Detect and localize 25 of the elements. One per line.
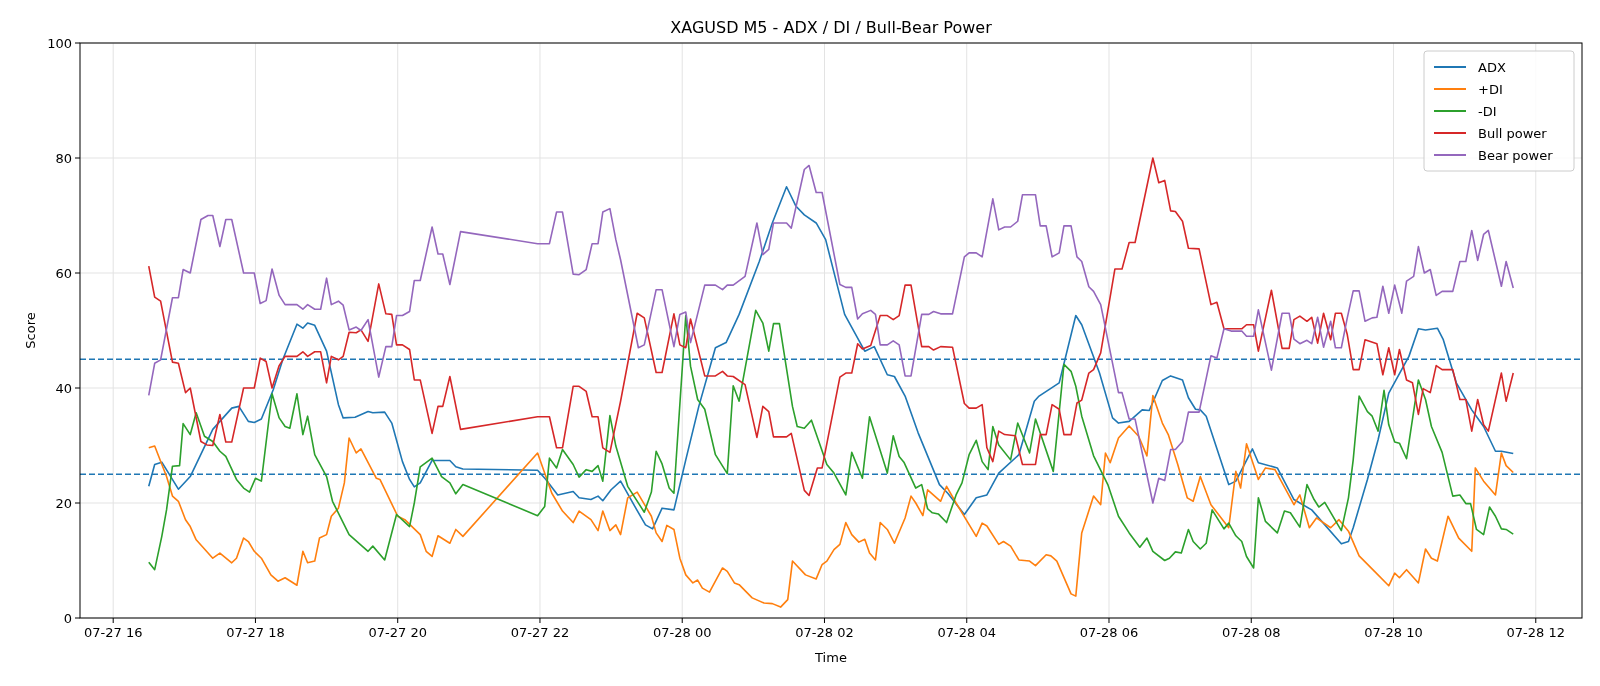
y-tick-label: 0 (63, 610, 72, 626)
y-axis-title: Score (23, 312, 38, 349)
x-tick-label: 07-28 02 (795, 625, 854, 640)
x-tick-label: 07-27 22 (510, 625, 570, 640)
x-tick-label: 07-28 12 (1506, 625, 1565, 640)
x-tick-label: 07-27 20 (368, 625, 427, 640)
x-tick-label: 07-27 16 (83, 625, 143, 640)
legend-label: +DI (1478, 81, 1503, 97)
y-tick-label: 40 (55, 380, 72, 396)
legend-label: ADX (1478, 59, 1506, 75)
x-tick-label: 07-28 10 (1364, 625, 1423, 640)
x-tick-label: 07-28 04 (937, 625, 996, 640)
y-tick-label: 100 (47, 35, 72, 51)
x-tick-label: 07-27 18 (226, 625, 285, 640)
legend-label: Bull power (1478, 125, 1548, 141)
x-tick-label: 07-28 06 (1079, 625, 1139, 640)
x-tick-label: 07-28 00 (653, 625, 712, 640)
x-tick-label: 07-28 08 (1222, 625, 1281, 640)
y-tick-label: 60 (55, 265, 72, 281)
x-axis-title: Time (814, 650, 847, 665)
chart-title: XAGUSD M5 - ADX / DI / Bull-Bear Power (670, 18, 993, 37)
y-tick-label: 20 (55, 495, 72, 511)
legend-label: Bear power (1478, 147, 1554, 163)
y-tick-label: 80 (55, 150, 72, 166)
legend-label: -DI (1478, 103, 1497, 119)
